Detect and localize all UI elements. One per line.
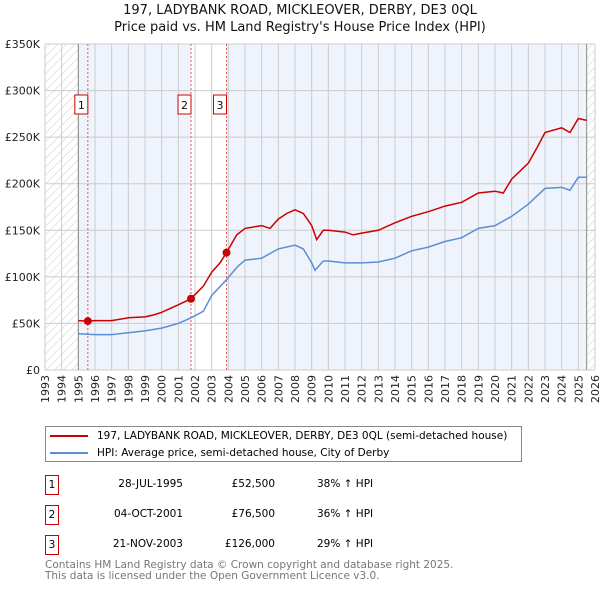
y-tick-label: £300K [5,85,41,98]
price-chart: 1993 1994 1995 1996 1997 1998 1999 2000 2001 2002… [5,38,600,403]
x-tick-label: 2018 [456,375,469,403]
x-tick-label: 2020 [489,375,502,403]
sale-marker-label: 3 [217,99,224,112]
x-tick-label: 2021 [506,375,519,403]
x-tick-label: 2005 [239,375,252,403]
x-tick-label: 2010 [322,375,335,403]
sale-marker-label: 1 [78,99,85,112]
x-tick-label: 2007 [272,375,285,403]
sale-hpi: 38% ↑ HPI [317,478,374,490]
x-tick-label: 2015 [406,375,419,403]
shaded-period [226,44,587,370]
x-tick-label: 2009 [306,375,319,403]
x-tick-label: 1995 [72,375,85,403]
x-tick-label: 2026 [589,375,600,403]
x-tick-label: 2008 [289,375,302,403]
sale-row: 1 28-JUL-1995 £52,500 38% ↑ HPI [45,475,545,495]
x-tick-label: 2000 [156,375,169,403]
x-tick-label: 1998 [122,375,135,403]
x-tick-label: 2001 [172,375,185,403]
sale-hpi: 36% ↑ HPI [317,508,374,520]
legend-label-property: 197, LADYBANK ROAD, MICKLEOVER, DERBY, D… [97,430,508,442]
x-tick-label: 2023 [539,375,552,403]
sale-point [187,294,195,303]
chart-title: 197, LADYBANK ROAD, MICKLEOVER, DERBY, D… [123,3,477,18]
x-tick-label: 1994 [56,375,69,403]
sale-point [222,248,231,257]
sale-number: 2 [45,505,59,525]
y-tick-label: £350K [5,38,41,51]
sale-date: 21-NOV-2003 [112,538,183,550]
legend-swatch-hpi [50,452,88,454]
legend: 197, LADYBANK ROAD, MICKLEOVER, DERBY, D… [45,426,522,462]
sale-date: 04-OCT-2001 [114,508,183,520]
sale-marker-label: 2 [181,99,188,112]
x-tick-label: 2003 [206,375,219,403]
x-tick-label: 2002 [189,375,202,403]
sale-point [83,317,92,326]
x-tick-label: 2004 [222,375,235,403]
x-tick-label: 2006 [256,375,269,403]
sale-row: 2 04-OCT-2001 £76,500 36% ↑ HPI [45,505,545,525]
x-tick-label: 2025 [572,375,585,403]
x-tick-label: 2013 [372,375,385,403]
x-tick-label: 1996 [89,375,102,403]
sale-hpi: 29% ↑ HPI [317,538,374,550]
x-tick-label: 2017 [439,375,452,403]
sale-marker-box [177,94,192,115]
sale-price: £76,500 [231,508,275,520]
legend-swatch-property [50,435,88,437]
sale-row: 3 21-NOV-2003 £126,000 29% ↑ HPI [45,535,545,555]
x-tick-label: 2022 [522,375,535,403]
x-tick-label: 2011 [339,375,352,403]
legend-label-hpi: HPI: Average price, semi-detached house,… [97,447,390,459]
sale-number: 1 [45,475,59,495]
x-tick-label: 2014 [389,375,402,403]
y-tick-label: £200K [5,178,41,191]
sale-marker-box [74,94,89,115]
sale-price: £52,500 [231,478,275,490]
hpi-line [78,176,587,336]
y-tick-label: £0 [26,364,40,377]
y-tick-label: £250K [5,131,41,144]
sale-marker-box [213,94,227,115]
sale-price: £126,000 [224,538,275,550]
x-tick-label: 1993 [39,375,52,403]
sale-number: 3 [45,535,59,555]
x-tick-label: 1997 [106,375,119,403]
chart-subtitle: Price paid vs. HM Land Registry's House … [114,20,486,35]
y-tick-label: £50K [12,317,41,330]
footer-copyright: Contains HM Land Registry data © Crown c… [45,559,454,571]
x-tick-label: 2016 [422,375,435,403]
x-tick-label: 2024 [556,375,569,403]
x-tick-label: 2019 [472,375,485,403]
x-tick-label: 1999 [139,375,152,403]
y-tick-label: £150K [5,224,41,237]
hatched-region-after [586,44,595,370]
footer-licence: This data is licensed under the Open Gov… [45,570,380,582]
y-tick-label: £100K [5,271,41,284]
x-tick-label: 2012 [356,375,369,403]
property-price-line [78,117,587,322]
sale-date: 28-JUL-1995 [118,478,183,490]
shaded-period [78,44,191,370]
